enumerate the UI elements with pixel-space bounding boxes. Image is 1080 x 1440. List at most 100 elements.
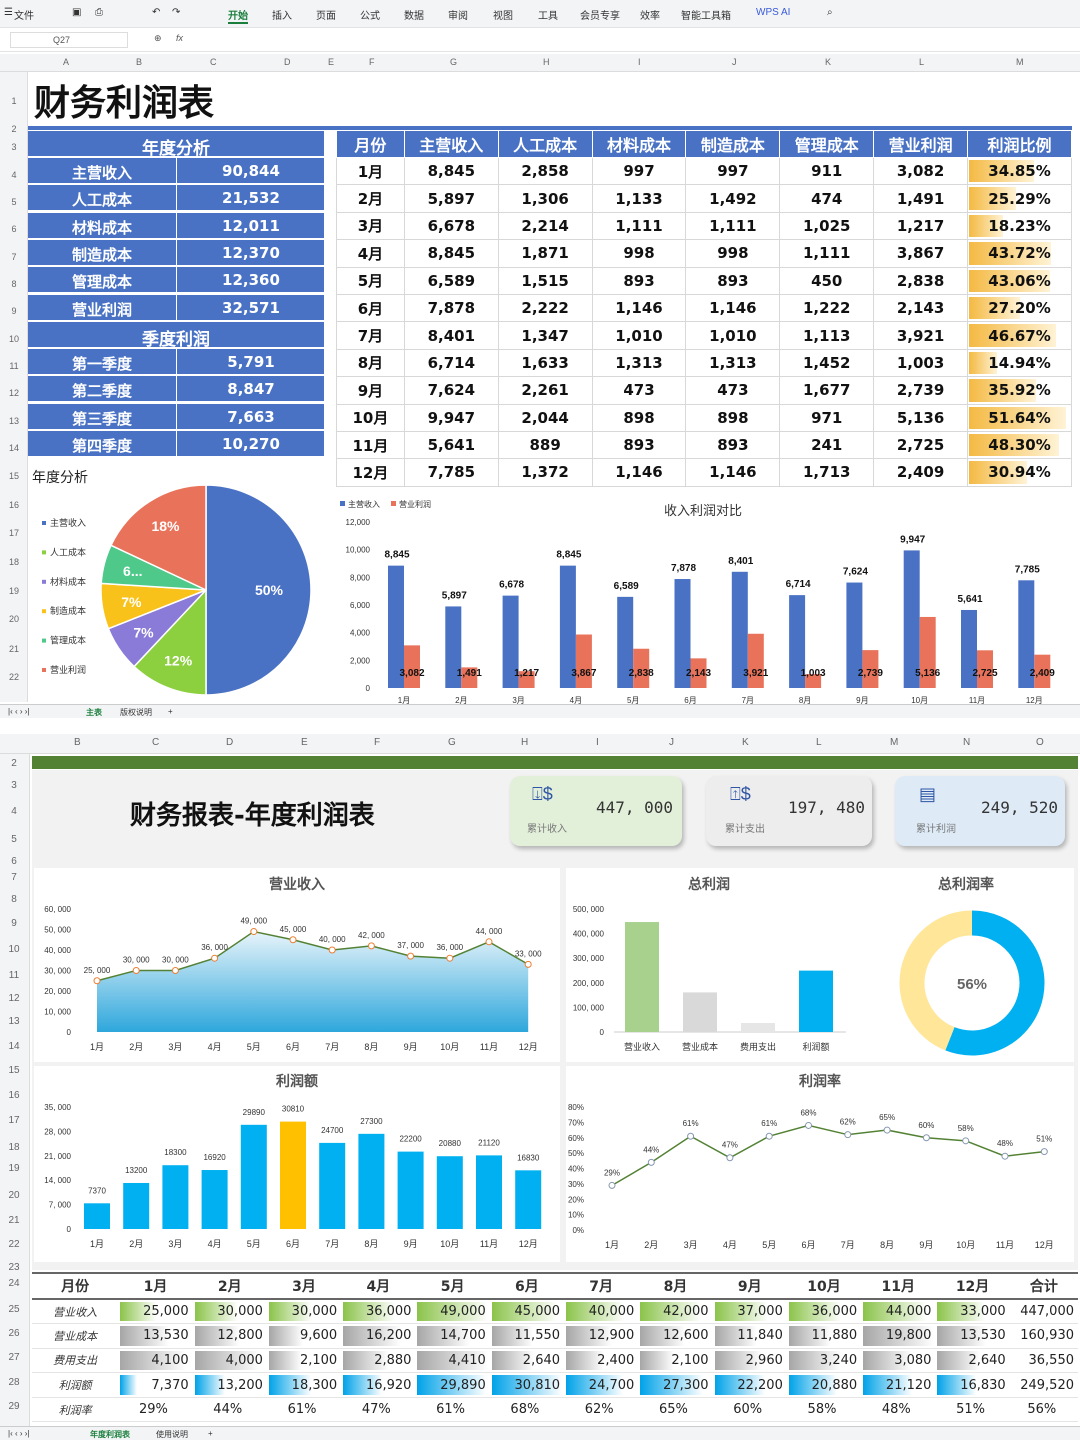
table-cell[interactable]: 1,111: [591, 211, 687, 241]
row-header[interactable]: 28: [8, 1377, 20, 1388]
col-e[interactable]: E: [328, 57, 335, 67]
table-cell[interactable]: 4月: [336, 239, 405, 268]
table-cell[interactable]: 25,000: [118, 1299, 193, 1325]
column-header[interactable]: K: [742, 737, 749, 748]
row-header[interactable]: 7: [11, 872, 17, 883]
ratio-cell[interactable]: 35.92%: [967, 376, 1072, 405]
ratio-cell[interactable]: 48.30%: [967, 430, 1072, 460]
table-cell[interactable]: 1月: [336, 156, 405, 186]
table-cell[interactable]: 40,000: [564, 1299, 639, 1325]
menu-file[interactable]: 文件: [14, 11, 34, 22]
ratio-cell[interactable]: 34.85%: [967, 156, 1072, 186]
table-cell[interactable]: 998: [685, 239, 781, 268]
table-cell[interactable]: 1,633: [497, 348, 593, 378]
table-cell[interactable]: 12,800: [192, 1323, 267, 1349]
column-header[interactable]: O: [1036, 737, 1044, 748]
save-icon[interactable]: ▣: [72, 7, 82, 18]
table-cell[interactable]: 16,920: [341, 1372, 416, 1398]
table-cell[interactable]: 1,010: [591, 321, 687, 350]
row-header[interactable]: 3: [11, 780, 17, 791]
table-cell[interactable]: 898: [591, 403, 687, 432]
table-cell[interactable]: 2,409: [873, 458, 969, 487]
table-cell[interactable]: 1,452: [779, 348, 875, 378]
row-header[interactable]: 17: [8, 528, 19, 538]
row-header[interactable]: 10: [8, 334, 19, 344]
table-cell[interactable]: 8,845: [403, 156, 499, 186]
col-a[interactable]: A: [63, 57, 70, 67]
table-cell[interactable]: 7,370: [118, 1372, 193, 1398]
column-header[interactable]: H: [521, 737, 529, 748]
table-cell[interactable]: 473: [685, 376, 781, 405]
row-header[interactable]: 15: [8, 471, 19, 481]
row-header[interactable]: 6: [11, 856, 17, 867]
table-cell[interactable]: 893: [685, 430, 781, 460]
table-cell[interactable]: 2,640: [935, 1348, 1010, 1374]
row-header[interactable]: 2: [11, 124, 17, 134]
tab-home[interactable]: 开始: [228, 7, 248, 24]
tab-review[interactable]: 审阅: [448, 11, 468, 22]
row-header[interactable]: 13: [8, 416, 19, 426]
table-cell[interactable]: 8月: [336, 348, 405, 378]
table-cell[interactable]: 1,146: [685, 293, 781, 323]
menu-icon[interactable]: ☰: [4, 7, 13, 18]
table-cell[interactable]: 11,550: [489, 1323, 565, 1349]
zoom-icon[interactable]: ⊕: [154, 33, 162, 43]
table-cell[interactable]: 1,713: [779, 458, 875, 487]
table-cell[interactable]: 4,410: [415, 1348, 490, 1374]
table-cell[interactable]: 11,840: [712, 1323, 787, 1349]
table-cell[interactable]: 2,858: [497, 156, 593, 186]
table-cell[interactable]: 10月: [336, 403, 405, 432]
add-sheet-icon-2[interactable]: +: [208, 1429, 213, 1438]
table-cell[interactable]: 160,930: [1009, 1323, 1078, 1349]
tab-nav-icon-2[interactable]: |‹ ‹ › ›|: [8, 1429, 30, 1438]
ratio-cell[interactable]: 43.06%: [967, 266, 1072, 295]
col-g[interactable]: G: [450, 57, 458, 67]
table-cell[interactable]: 4,000: [192, 1348, 267, 1374]
table-cell[interactable]: 30,000: [266, 1299, 342, 1325]
table-cell[interactable]: 8,401: [403, 321, 499, 350]
column-header[interactable]: N: [963, 737, 971, 748]
table-cell[interactable]: 893: [591, 430, 687, 460]
col-f[interactable]: F: [369, 57, 375, 67]
table-cell[interactable]: 1,313: [685, 348, 781, 378]
table-cell[interactable]: 7,878: [403, 293, 499, 323]
table-cell[interactable]: 1,025: [779, 211, 875, 241]
name-box[interactable]: Q27: [10, 32, 128, 48]
row-header[interactable]: 21: [8, 644, 19, 654]
table-cell[interactable]: 1,111: [685, 211, 781, 241]
table-cell[interactable]: 56%: [1009, 1397, 1078, 1423]
table-cell[interactable]: 2,960: [712, 1348, 787, 1374]
sheet-tab-copyright[interactable]: 版权说明: [120, 708, 152, 717]
table-cell[interactable]: 13,530: [935, 1323, 1010, 1349]
table-cell[interactable]: 6,678: [403, 211, 499, 241]
table-cell[interactable]: 19,800: [861, 1323, 936, 1349]
table-cell[interactable]: 1,313: [591, 348, 687, 378]
column-header[interactable]: E: [301, 737, 308, 748]
row-header[interactable]: 15: [8, 1065, 20, 1076]
col-b[interactable]: B: [136, 57, 143, 67]
row-header[interactable]: 14: [8, 1041, 20, 1052]
row-header[interactable]: 5: [11, 834, 17, 845]
row-header[interactable]: 16: [8, 500, 19, 510]
table-cell[interactable]: 249,520: [1009, 1372, 1078, 1398]
table-cell[interactable]: 1,372: [497, 458, 593, 487]
row-header[interactable]: 6: [11, 224, 17, 234]
row-header[interactable]: 16: [8, 1090, 20, 1101]
table-cell[interactable]: 2,880: [341, 1348, 416, 1374]
table-cell[interactable]: 5,641: [403, 430, 499, 460]
tab-formula[interactable]: 公式: [360, 11, 380, 22]
table-cell[interactable]: 9月: [336, 376, 405, 405]
col-m[interactable]: M: [1016, 57, 1024, 67]
row-header[interactable]: 18: [8, 557, 19, 567]
row-header[interactable]: 19: [8, 586, 19, 596]
table-cell[interactable]: 4,100: [118, 1348, 193, 1374]
table-cell[interactable]: 9,600: [266, 1323, 342, 1349]
table-cell[interactable]: 2,214: [497, 211, 593, 241]
row-header[interactable]: 20: [8, 1190, 20, 1201]
table-cell[interactable]: 13,200: [192, 1372, 267, 1398]
row-header[interactable]: 24: [8, 1278, 20, 1289]
ratio-cell[interactable]: 30.94%: [967, 458, 1072, 487]
table-cell[interactable]: 29,890: [415, 1372, 490, 1398]
table-cell[interactable]: 889: [497, 430, 593, 460]
table-cell[interactable]: 45,000: [489, 1299, 565, 1325]
